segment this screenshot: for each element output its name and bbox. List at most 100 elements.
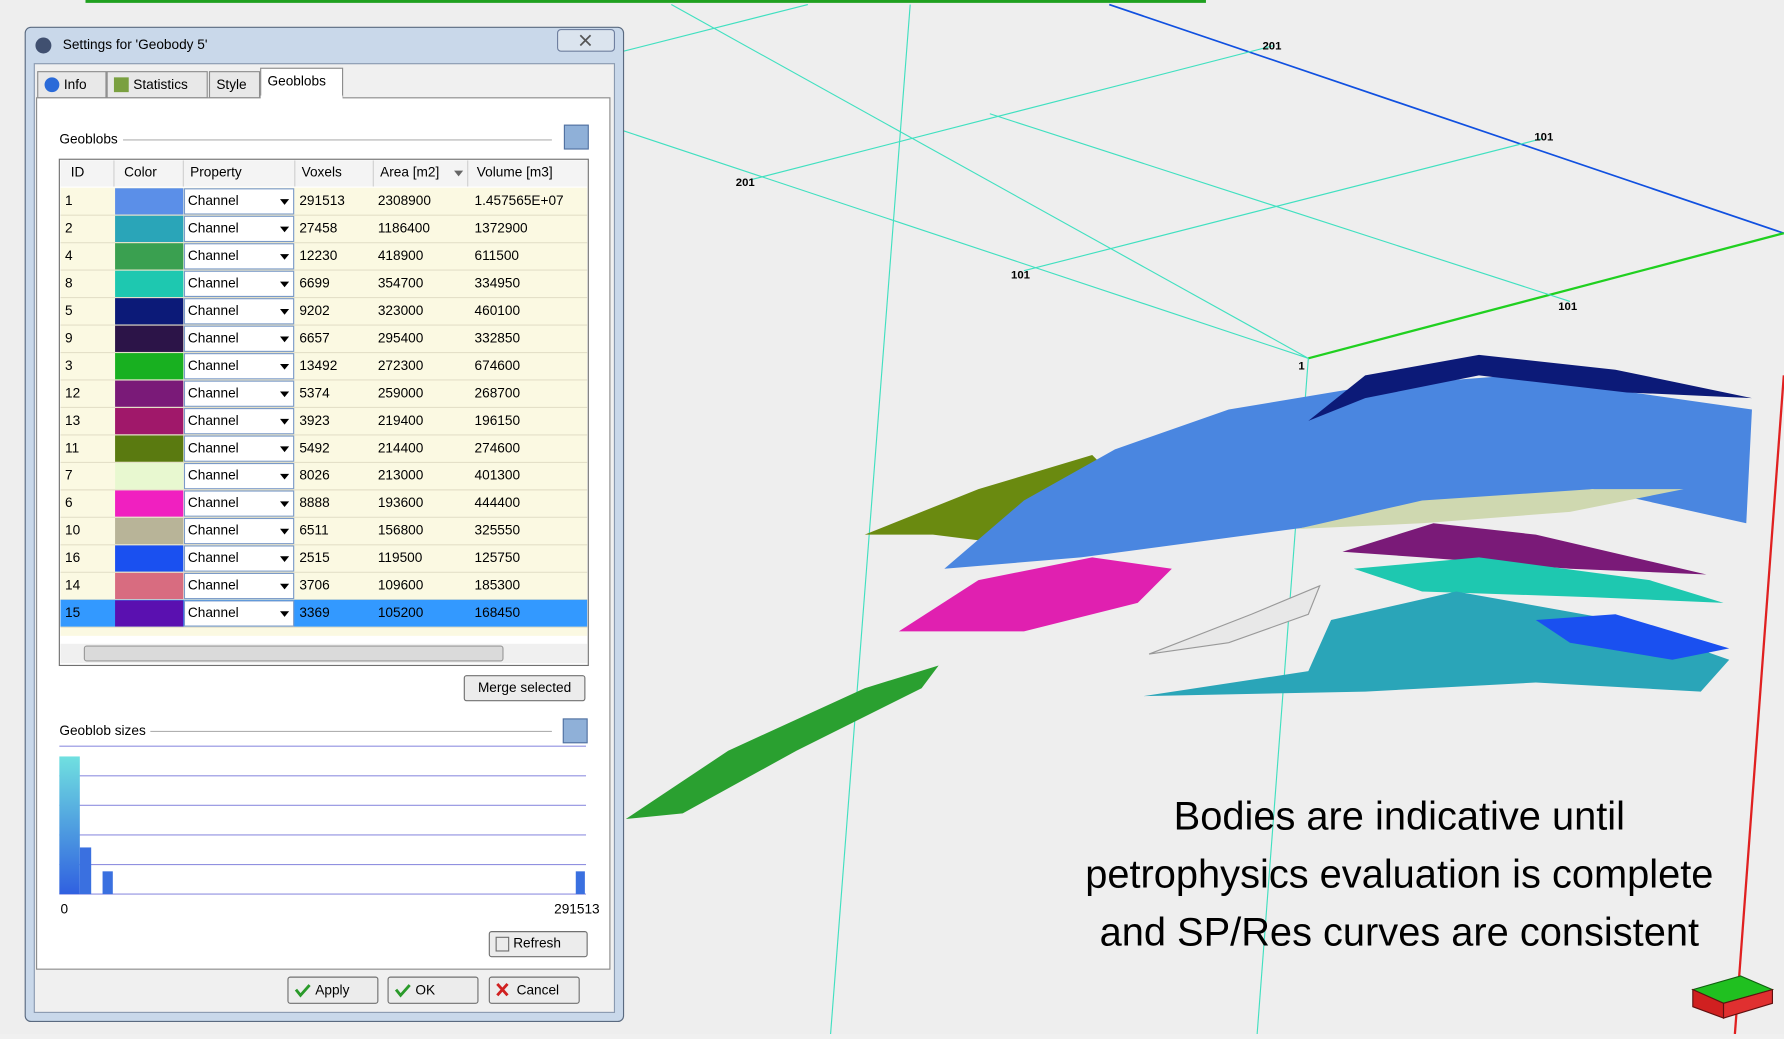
- help-icon[interactable]: [563, 124, 589, 150]
- cell-voxels[interactable]: 3923: [299, 413, 329, 428]
- cell-id[interactable]: 16: [65, 550, 80, 565]
- cell-volume[interactable]: 274600: [475, 440, 521, 455]
- table-row[interactable]: 16 Channel 2515 119500 125750: [60, 545, 588, 573]
- cell-property[interactable]: Channel: [188, 523, 239, 538]
- cell-id[interactable]: 10: [65, 523, 81, 538]
- cell-area[interactable]: 105200: [378, 605, 424, 620]
- table-row[interactable]: 8 Channel 6699 354700 334950: [60, 270, 588, 299]
- cell-voxels[interactable]: 2515: [299, 550, 330, 565]
- check-icon[interactable]: [394, 984, 411, 998]
- property-combo[interactable]: [183, 545, 295, 572]
- combo-arrow[interactable]: [280, 363, 290, 370]
- cell-volume[interactable]: 401300: [475, 468, 521, 483]
- cell-volume[interactable]: 268700: [475, 385, 521, 400]
- combo-arrow[interactable]: [280, 226, 290, 233]
- cell-area[interactable]: 2308900: [378, 193, 432, 208]
- cell-color[interactable]: [115, 572, 184, 600]
- table-row[interactable]: 6 Channel 8888 193600 444400: [60, 490, 588, 518]
- property-combo[interactable]: [183, 188, 295, 215]
- cell-id[interactable]: 12: [65, 385, 80, 400]
- cell-color[interactable]: [115, 462, 184, 490]
- cell-voxels[interactable]: 6657: [299, 330, 329, 345]
- combo-arrow[interactable]: [280, 309, 290, 315]
- combo-arrow[interactable]: [280, 199, 290, 205]
- cell-area[interactable]: 119500: [378, 550, 423, 565]
- cell-voxels[interactable]: 3706: [299, 578, 329, 593]
- tab-label[interactable]: Geoblobs: [268, 74, 327, 89]
- dialog-button[interactable]: Apply: [287, 976, 379, 1004]
- combo-arrow[interactable]: [280, 391, 290, 398]
- column-header[interactable]: Voxels: [302, 165, 342, 180]
- cell-id[interactable]: 8: [65, 275, 73, 290]
- cell-volume[interactable]: 674600: [475, 358, 521, 373]
- cell-area[interactable]: 109600: [378, 578, 424, 593]
- tab[interactable]: Statistics: [106, 71, 208, 99]
- cell-property[interactable]: Channel: [188, 221, 239, 236]
- table-row[interactable]: 15 Channel 3369 105200 168450: [60, 599, 588, 628]
- cell-voxels[interactable]: 5374: [299, 385, 330, 400]
- combo-arrow[interactable]: [280, 556, 290, 562]
- cell-color[interactable]: [115, 270, 184, 298]
- cell-area[interactable]: 354700: [378, 275, 424, 290]
- cell-area[interactable]: 272300: [378, 358, 424, 373]
- help-button[interactable]: [562, 718, 588, 744]
- cell-area[interactable]: 418900: [378, 248, 424, 263]
- cell-id[interactable]: 6: [65, 495, 73, 510]
- tab-frame[interactable]: [208, 71, 261, 99]
- combo-arrow[interactable]: [280, 473, 290, 480]
- column-header[interactable]: Color: [124, 165, 157, 180]
- cell-voxels[interactable]: 8026: [299, 468, 329, 483]
- cell-volume[interactable]: 196150: [475, 413, 521, 428]
- cell-color[interactable]: [115, 600, 184, 627]
- property-combo[interactable]: [183, 298, 295, 325]
- cell-area[interactable]: 295400: [378, 330, 424, 345]
- cell-property[interactable]: Channel: [188, 193, 239, 208]
- cell-color[interactable]: [115, 435, 184, 462]
- dialog-button[interactable]: OK: [387, 976, 479, 1004]
- table-row[interactable]: 12 Channel 5374 259000 268700: [60, 380, 588, 409]
- cell-volume[interactable]: 1372900: [475, 221, 529, 236]
- cell-property[interactable]: Channel: [188, 468, 239, 483]
- cell-id[interactable]: 7: [65, 468, 73, 483]
- cell-voxels[interactable]: 8888: [299, 495, 329, 510]
- cell-property[interactable]: Channel: [188, 550, 239, 565]
- cell-id[interactable]: 5: [65, 303, 73, 318]
- cell-property[interactable]: Channel: [188, 495, 239, 510]
- cell-id[interactable]: 14: [65, 578, 81, 593]
- cell-property[interactable]: Channel: [188, 330, 239, 345]
- column-header[interactable]: Volume [m3]: [477, 165, 553, 180]
- button-frame[interactable]: [387, 976, 479, 1004]
- cell-volume[interactable]: 1.457565E+07: [475, 193, 564, 208]
- check-icon[interactable]: [294, 984, 311, 998]
- button-frame[interactable]: [287, 976, 379, 1004]
- cell-property[interactable]: Channel: [188, 385, 239, 400]
- cell-id[interactable]: 15: [65, 605, 81, 620]
- cell-volume[interactable]: 444400: [475, 495, 521, 510]
- cell-voxels[interactable]: 9202: [299, 303, 329, 318]
- property-combo[interactable]: [183, 600, 295, 627]
- combo-arrow[interactable]: [280, 281, 290, 288]
- cell-property[interactable]: Channel: [188, 605, 239, 620]
- cell-volume[interactable]: 460100: [475, 303, 521, 318]
- table-row[interactable]: 11 Channel 5492 214400 274600: [60, 435, 588, 463]
- property-combo[interactable]: [183, 380, 295, 407]
- combo-arrow[interactable]: [280, 418, 290, 425]
- table-row[interactable]: 1 Channel 291513 2308900 1.457565E+07: [60, 188, 588, 216]
- cell-color[interactable]: [115, 243, 184, 270]
- combo-arrow[interactable]: [280, 528, 290, 535]
- cell-volume[interactable]: 125750: [475, 550, 521, 565]
- combo-arrow[interactable]: [280, 254, 290, 260]
- help-button[interactable]: [563, 124, 589, 150]
- table-row[interactable]: 3 Channel 13492 272300 674600: [60, 353, 588, 381]
- tab[interactable]: Info: [37, 71, 107, 99]
- property-combo[interactable]: [183, 353, 295, 380]
- button-frame[interactable]: [488, 931, 588, 958]
- tab-label[interactable]: Statistics: [133, 77, 188, 92]
- button-label[interactable]: OK: [415, 982, 435, 997]
- cell-voxels[interactable]: 13492: [299, 358, 337, 373]
- table-row[interactable]: 5 Channel 9202 323000 460100: [60, 298, 588, 326]
- tab[interactable]: Geoblobs: [260, 67, 344, 100]
- property-combo[interactable]: [183, 408, 295, 435]
- combo-arrow[interactable]: [280, 611, 290, 617]
- button-frame[interactable]: [463, 675, 586, 702]
